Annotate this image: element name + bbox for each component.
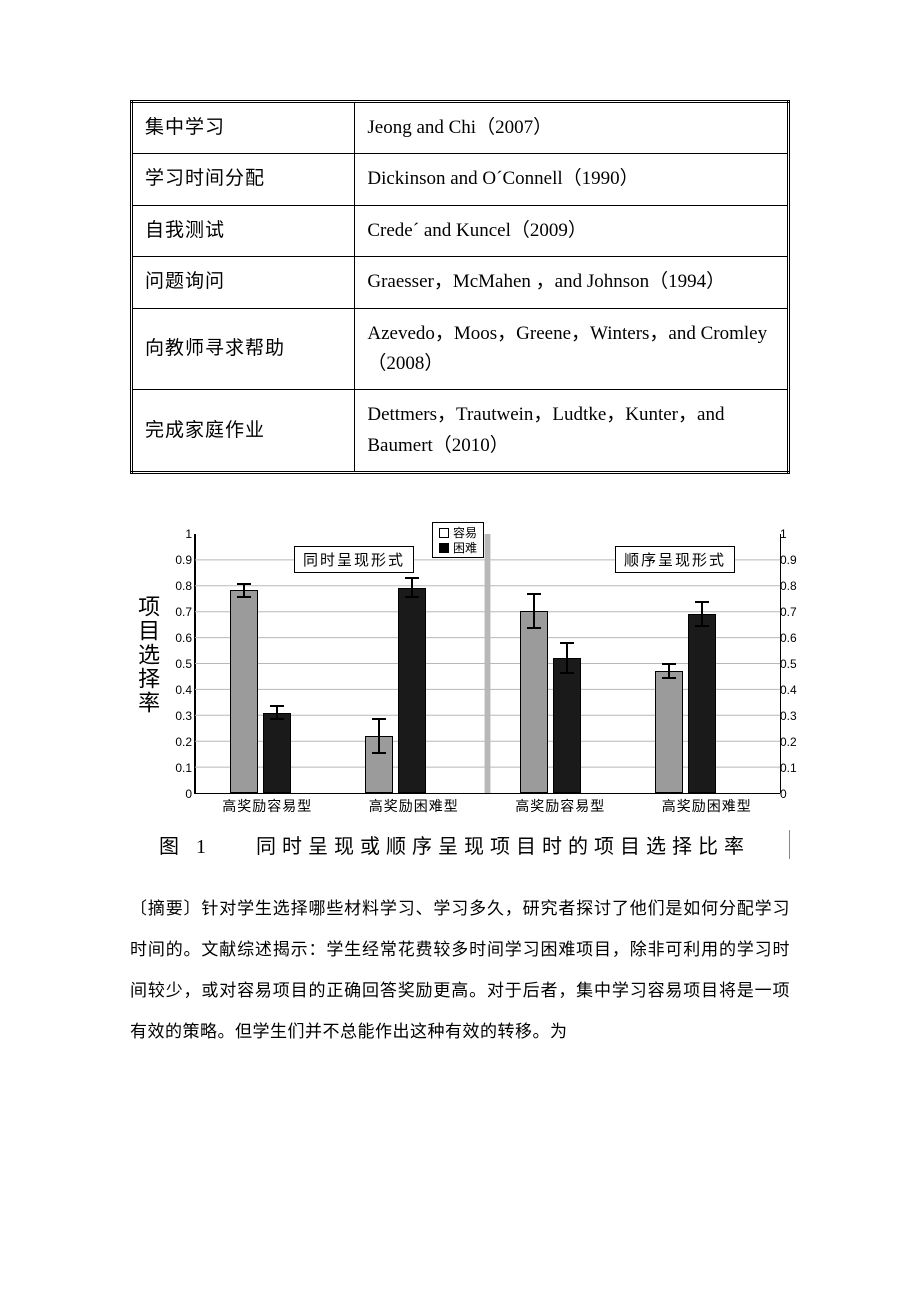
bar-hard [553, 658, 581, 793]
legend-easy: 容易 [439, 526, 477, 540]
panel-label-left: 同时呈现形式 [294, 546, 414, 573]
row-label: 学习时间分配 [132, 154, 355, 205]
row-label: 集中学习 [132, 102, 355, 154]
row-label: 向教师寻求帮助 [132, 308, 355, 390]
x-category-label: 高奖励容易型 [194, 796, 341, 816]
y-ticks-left: 00.10.20.30.40.50.60.70.80.91 [166, 534, 192, 794]
errorbar [527, 593, 541, 629]
row-reference: Dettmers，Trautwein，Ludtke，Kunter，and Bau… [355, 390, 789, 473]
row-label: 问题询问 [132, 257, 355, 308]
chart-box: 容易 困难 同时呈现形式 顺序呈现形式 0 0.1 0.2 0.3 0.4 0.5 0.6 0… [164, 524, 790, 816]
table-row: 问题询问Graesser，McMahen ，and Johnson（1994） [132, 257, 789, 308]
x-category-label: 高奖励困难型 [341, 796, 488, 816]
x-category-label: 高奖励容易型 [487, 796, 634, 816]
errorbar [662, 663, 676, 679]
references-table: 集中学习Jeong and Chi（2007）学习时间分配Dickinson a… [130, 100, 790, 474]
errorbar [560, 642, 574, 673]
bar-hard [688, 614, 716, 793]
figure-1: 项目选择率 容易 困难 同时呈现形式 顺序呈现形式 0 0.1 0.2 0.3 0.4 0… [130, 514, 790, 859]
plot-area [194, 534, 780, 794]
y-ticks-right: 00.10.20.30.40.50.60.70.80.91 [780, 534, 802, 794]
panel-label-right: 顺序呈现形式 [615, 546, 735, 573]
ytick-left: 0.2 [175, 735, 192, 749]
bar-easy [520, 611, 548, 793]
ytick-right: 0.5 [780, 657, 797, 671]
row-reference: Dickinson and O´Connell（1990） [355, 154, 789, 205]
row-reference: Jeong and Chi（2007） [355, 102, 789, 154]
ytick-right: 0.6 [780, 631, 797, 645]
errorbar [405, 577, 419, 598]
table-row: 自我测试Crede´ and Kuncel（2009） [132, 205, 789, 256]
ytick-right: 0.4 [780, 683, 797, 697]
bar-easy [230, 590, 258, 793]
row-label: 自我测试 [132, 205, 355, 256]
errorbar [237, 583, 251, 599]
row-label: 完成家庭作业 [132, 390, 355, 473]
row-reference: Crede´ and Kuncel（2009） [355, 205, 789, 256]
ytick-left: 0.8 [175, 579, 192, 593]
ytick-left: 0.6 [175, 631, 192, 645]
ytick-left: 0.4 [175, 683, 192, 697]
ytick-left: 0.9 [175, 553, 192, 567]
ytick-left: 0.1 [175, 761, 192, 775]
references-tbody: 集中学习Jeong and Chi（2007）学习时间分配Dickinson a… [132, 102, 789, 473]
ytick-left: 0.3 [175, 709, 192, 723]
legend-hard-label: 困难 [453, 541, 477, 555]
row-reference: Graesser，McMahen ，and Johnson（1994） [355, 257, 789, 308]
figure-caption-prefix: 图 1 [159, 836, 212, 858]
ytick-left: 0.7 [175, 605, 192, 619]
row-reference: Azevedo，Moos，Greene，Winters，and Cromley（… [355, 308, 789, 390]
abstract-paragraph: 〔摘要〕针对学生选择哪些材料学习、学习多久，研究者探讨了他们是如何分配学习时间的… [130, 889, 790, 1052]
figure-caption-text: 同时呈现或顺序呈现项目时的项目选择比率 [256, 836, 750, 858]
errorbar [372, 718, 386, 754]
ytick-right: 1 [780, 527, 787, 541]
swatch-easy-icon [439, 528, 449, 538]
y-axis-label: 项目选择率 [130, 524, 164, 816]
ytick-right: 0.1 [780, 761, 797, 775]
bar-hard [263, 713, 291, 794]
legend: 容易 困难 [432, 522, 484, 558]
ytick-right: 0.3 [780, 709, 797, 723]
ytick-right: 0.9 [780, 553, 797, 567]
legend-hard: 困难 [439, 541, 477, 555]
x-categories: 高奖励容易型高奖励困难型高奖励容易型高奖励困难型 [194, 796, 780, 816]
ytick-right: 0.8 [780, 579, 797, 593]
table-row: 向教师寻求帮助Azevedo，Moos，Greene，Winters，and C… [132, 308, 789, 390]
ytick-right: 0.2 [780, 735, 797, 749]
table-row: 完成家庭作业Dettmers，Trautwein，Ludtke，Kunter，a… [132, 390, 789, 473]
ytick-right: 0.7 [780, 605, 797, 619]
table-row: 集中学习Jeong and Chi（2007） [132, 102, 789, 154]
ytick-left: 0.5 [175, 657, 192, 671]
table-row: 学习时间分配Dickinson and O´Connell（1990） [132, 154, 789, 205]
x-category-label: 高奖励困难型 [634, 796, 781, 816]
legend-easy-label: 容易 [453, 526, 477, 540]
errorbar [695, 601, 709, 627]
ytick-left: 0 [185, 787, 192, 801]
figure-caption: 图 1 同时呈现或顺序呈现项目时的项目选择比率 [130, 830, 790, 859]
figure-inner: 项目选择率 容易 困难 同时呈现形式 顺序呈现形式 0 0.1 0.2 0.3 0.4 0… [130, 524, 790, 816]
errorbar [270, 705, 284, 721]
swatch-hard-icon [439, 543, 449, 553]
bar-hard [398, 588, 426, 793]
ytick-right: 0 [780, 787, 787, 801]
ytick-left: 1 [185, 527, 192, 541]
bar-easy [655, 671, 683, 793]
